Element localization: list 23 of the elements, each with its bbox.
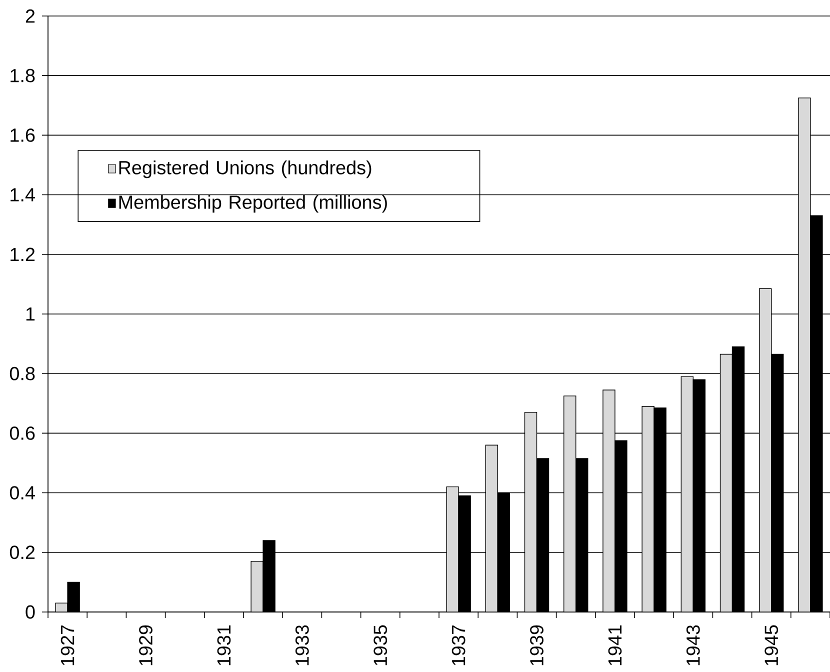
y-tick-label: 1.6 bbox=[10, 128, 35, 142]
x-tick-label: 1941 bbox=[608, 625, 622, 666]
y-tick-label: 0 bbox=[26, 605, 35, 619]
y-tick-label: 1.8 bbox=[10, 68, 35, 82]
x-tick-label: 1939 bbox=[530, 625, 544, 666]
legend-label: Registered Unions (hundreds) bbox=[119, 160, 372, 178]
x-tick-label: 1937 bbox=[452, 625, 466, 666]
x-tick-label: 1945 bbox=[764, 625, 778, 666]
x-tick-label: 1931 bbox=[217, 625, 231, 666]
y-tick-label: 1.4 bbox=[10, 188, 35, 202]
x-tick-label: 1943 bbox=[686, 625, 700, 666]
legend-label: Membership Reported (millions) bbox=[119, 195, 387, 213]
y-tick-label: 1.2 bbox=[10, 248, 35, 261]
y-tick-label: 2 bbox=[26, 9, 35, 23]
x-tick-label: 1927 bbox=[60, 625, 74, 666]
x-tick-label: 1933 bbox=[295, 625, 309, 666]
y-tick-label: 0.8 bbox=[10, 366, 35, 380]
x-tick-label: 1935 bbox=[374, 625, 388, 666]
y-tick-label: 0.2 bbox=[10, 546, 35, 560]
y-tick-label: 0.4 bbox=[10, 486, 35, 500]
y-tick-label: 1 bbox=[26, 307, 35, 320]
x-tick-label: 1929 bbox=[139, 625, 152, 666]
y-tick-label: 0.6 bbox=[10, 426, 35, 440]
